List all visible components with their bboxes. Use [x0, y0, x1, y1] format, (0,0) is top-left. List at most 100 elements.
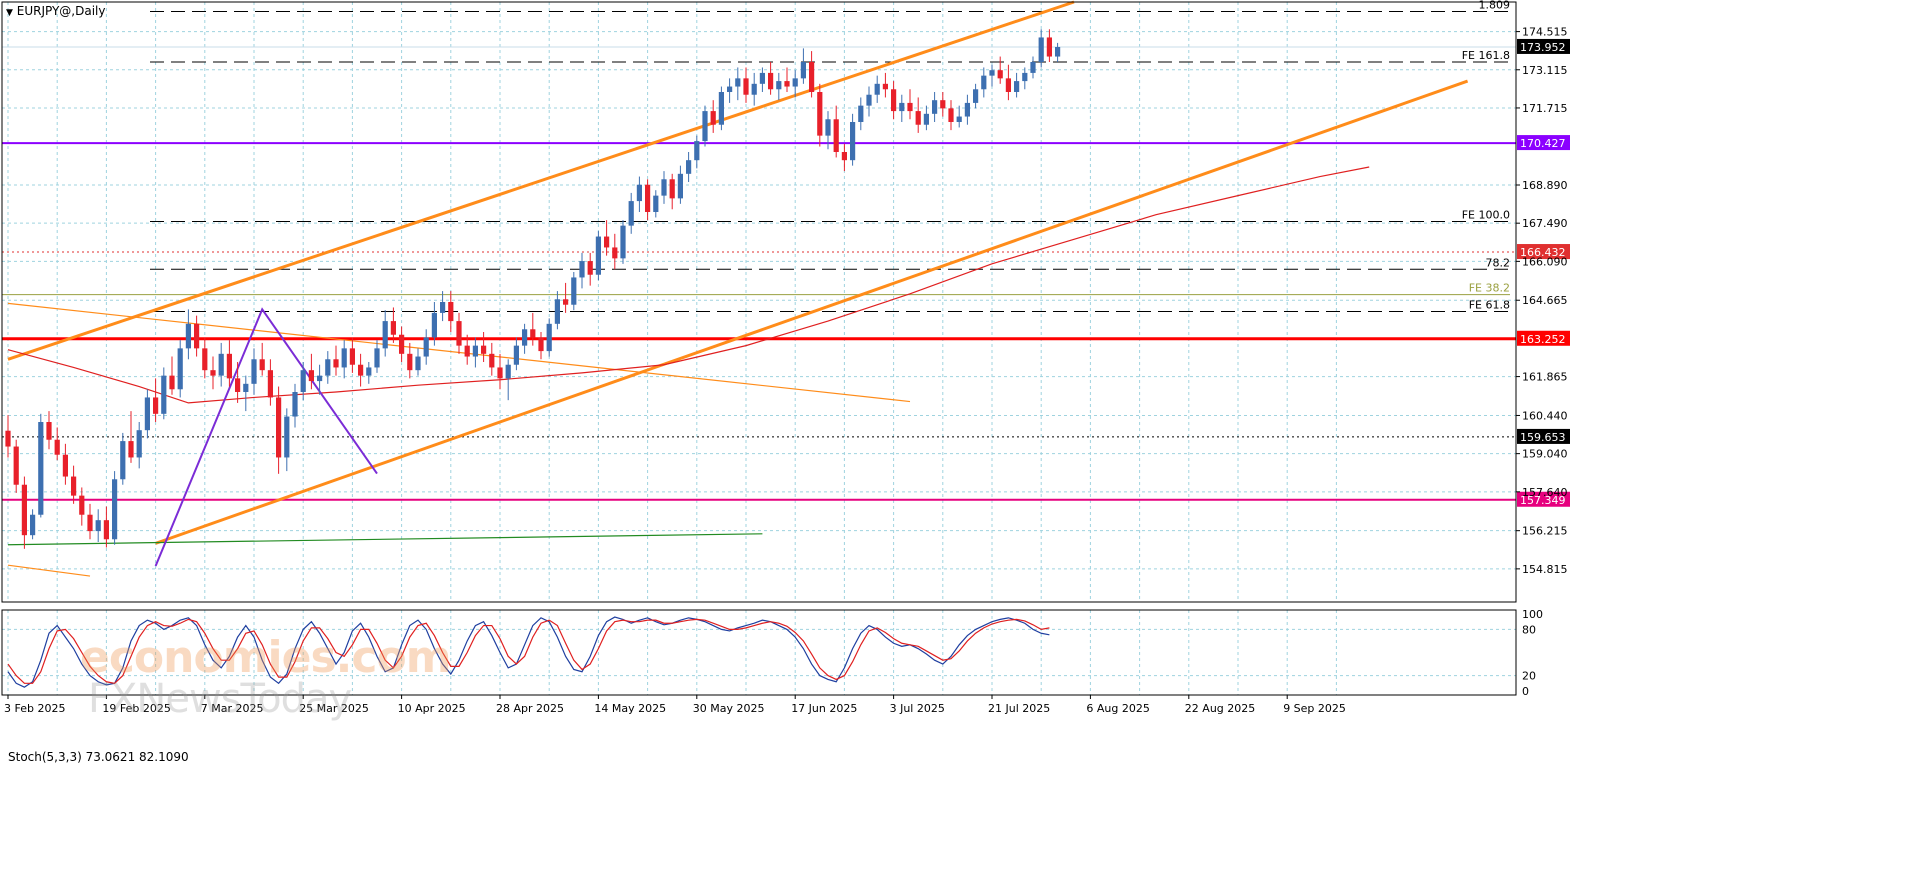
- candle-body: [440, 302, 446, 313]
- price-label-box: [1517, 330, 1570, 346]
- candle-body: [382, 321, 388, 349]
- moving-average-line: [7, 166, 1370, 404]
- candle-body: [546, 323, 552, 352]
- candle-body: [505, 364, 511, 379]
- candle-body: [112, 479, 118, 540]
- candle-body: [1005, 78, 1011, 92]
- stochastic-level-label: 100: [1522, 608, 1543, 621]
- candle-body: [579, 261, 585, 278]
- candle-body: [850, 122, 856, 161]
- candle-body: [727, 86, 733, 92]
- candle-body: [87, 514, 93, 532]
- stochastic-level-label: 80: [1522, 623, 1536, 636]
- price-label-text: 159.653: [1520, 431, 1566, 444]
- candle-body: [538, 337, 544, 352]
- candle-body: [390, 321, 396, 335]
- watermark-fxnewstoday: FXNewsToday: [88, 676, 352, 722]
- candle-body: [710, 111, 716, 125]
- candle-body: [79, 495, 85, 515]
- price-tick-label: 171.715: [1522, 102, 1568, 115]
- candle-body: [497, 367, 503, 379]
- candle-body: [292, 392, 298, 417]
- candle-body: [464, 345, 470, 357]
- candle-body: [522, 329, 528, 346]
- candle-body: [628, 201, 634, 226]
- candle-body: [333, 359, 339, 368]
- candle-body: [308, 370, 314, 382]
- candle-body: [54, 439, 60, 455]
- candle-body: [210, 370, 216, 376]
- candle-body: [325, 359, 331, 376]
- price-tick-label: 174.515: [1522, 26, 1568, 39]
- symbol-title[interactable]: ▼ EURJPY@,Daily: [6, 4, 105, 18]
- date-label: 10 Apr 2025: [398, 702, 466, 715]
- candle-body: [825, 119, 831, 136]
- date-label: 19 Feb 2025: [102, 702, 170, 715]
- price-tick-label: 154.815: [1522, 563, 1568, 576]
- candle-body: [1038, 37, 1044, 62]
- candle-body: [653, 195, 659, 212]
- candle-body: [95, 520, 101, 532]
- candle-body: [1022, 72, 1028, 82]
- price-pane-frame: [1, 1, 1517, 603]
- candle-body: [858, 105, 864, 122]
- date-label: 14 May 2025: [594, 702, 666, 715]
- candle-body: [472, 345, 478, 357]
- candle-body: [1014, 81, 1020, 92]
- candle-body: [620, 225, 626, 259]
- candle-body: [809, 62, 815, 92]
- candle-body: [415, 356, 421, 371]
- candle-body: [604, 236, 610, 248]
- candle-body: [5, 430, 11, 447]
- candle-body: [448, 302, 454, 322]
- candle-body: [243, 383, 249, 392]
- candle-body: [185, 323, 191, 349]
- fib-level-label: 1.809: [1479, 0, 1511, 12]
- candle-body: [62, 454, 68, 477]
- candle-body: [636, 184, 642, 202]
- candle-body: [669, 179, 675, 199]
- candle-body: [694, 141, 700, 161]
- price-label-box: [1517, 491, 1570, 507]
- date-label: 3 Jul 2025: [890, 702, 945, 715]
- candle-body: [349, 348, 355, 365]
- candle-body: [792, 78, 798, 87]
- triangle-down-icon[interactable]: ▼: [6, 8, 13, 18]
- candle-body: [891, 89, 897, 112]
- price-tick-label: 168.890: [1522, 179, 1568, 192]
- candle-body: [267, 370, 273, 398]
- candle-body: [202, 348, 208, 371]
- date-label: 30 May 2025: [693, 702, 765, 715]
- candle-body: [226, 353, 232, 379]
- candles-layer: [5, 29, 1061, 549]
- candle-body: [481, 345, 487, 354]
- candle-body: [251, 359, 257, 384]
- candle-body: [194, 323, 200, 349]
- price-tick-label: 160.440: [1522, 409, 1568, 422]
- candle-body: [997, 70, 1003, 79]
- fib-level-label: FE 100.0: [1462, 209, 1510, 222]
- stochastic-level-label: 0: [1522, 685, 1529, 698]
- date-label: 17 Jun 2025: [791, 702, 857, 715]
- price-label-text: 166.432: [1520, 246, 1566, 259]
- candle-body: [530, 329, 536, 338]
- candle-body: [276, 397, 282, 458]
- candle-body: [259, 359, 265, 371]
- candle-body: [300, 370, 306, 392]
- candle-body: [923, 113, 929, 125]
- stochastic-label: Stoch(5,3,3) 73.0621 82.1090: [8, 750, 189, 764]
- candle-body: [940, 100, 946, 109]
- current-price-box: [1517, 38, 1570, 54]
- candle-body: [431, 312, 437, 338]
- pattern-zigzag-line: [154, 307, 378, 567]
- candle-body: [456, 321, 462, 346]
- candle-body: [661, 179, 667, 196]
- candle-body: [71, 476, 77, 496]
- candle-body: [800, 62, 806, 79]
- price-label-box: [1517, 244, 1570, 260]
- price-tick-label: 157.640: [1522, 486, 1568, 499]
- date-label: 9 Sep 2025: [1283, 702, 1346, 715]
- candle-body: [144, 397, 150, 431]
